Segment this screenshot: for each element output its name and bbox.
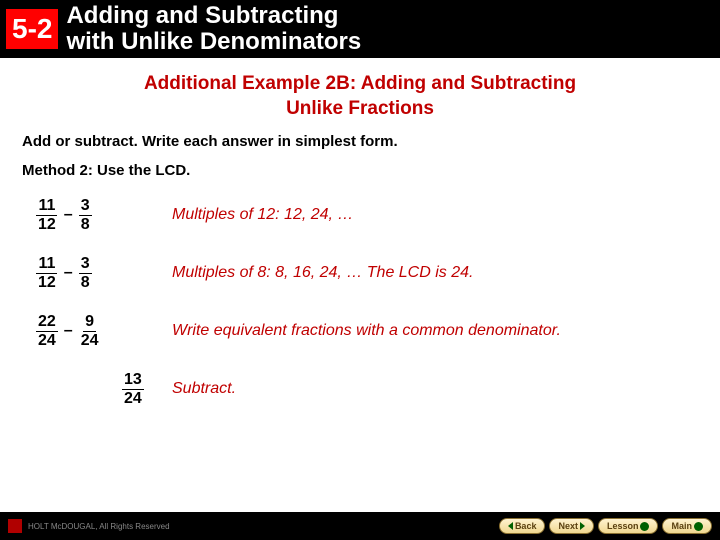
denominator: 8 bbox=[79, 216, 92, 234]
title-line-2: with Unlike Denominators bbox=[66, 28, 361, 55]
explanation-column: Multiples of 12: 12, 24, … Multiples of … bbox=[172, 193, 698, 425]
instruction-text: Add or subtract. Write each answer in si… bbox=[22, 133, 698, 150]
nav-buttons: Back Next Lesson Main bbox=[499, 518, 712, 534]
lesson-header: 5-2 Adding and Subtracting with Unlike D… bbox=[0, 0, 720, 58]
denominator: 12 bbox=[36, 216, 58, 234]
explanation-text: Multiples of 8: 8, 16, 24, … The LCD is … bbox=[172, 264, 473, 282]
denominator: 8 bbox=[79, 274, 92, 292]
next-button[interactable]: Next bbox=[549, 518, 594, 534]
numerator: 11 bbox=[36, 197, 57, 216]
slide-content: Additional Example 2B: Adding and Subtra… bbox=[0, 58, 720, 425]
explanation-2: Multiples of 8: 8, 16, 24, … The LCD is … bbox=[172, 251, 698, 295]
operator: – bbox=[58, 206, 79, 224]
math-column: 11 12 – 3 8 11 12 – 3 8 bbox=[22, 193, 172, 425]
example-title-line-2: Unlike Fractions bbox=[286, 98, 434, 119]
explanation-4: Subtract. bbox=[172, 367, 698, 411]
method-label: Method 2: Use the LCD. bbox=[22, 162, 698, 179]
example-title: Additional Example 2B: Adding and Subtra… bbox=[22, 72, 698, 121]
numerator: 13 bbox=[122, 371, 144, 390]
lesson-label: Lesson bbox=[607, 521, 639, 531]
back-button[interactable]: Back bbox=[499, 518, 546, 534]
triangle-left-icon bbox=[508, 522, 513, 530]
fraction: 22 24 bbox=[36, 313, 58, 349]
operator: – bbox=[58, 322, 79, 340]
explanation-3: Write equivalent fractions with a common… bbox=[172, 309, 698, 353]
explanation-text: Subtract. bbox=[172, 380, 236, 398]
fraction: 9 24 bbox=[79, 313, 101, 349]
next-label: Next bbox=[558, 521, 578, 531]
work-area: 11 12 – 3 8 11 12 – 3 8 bbox=[22, 193, 698, 425]
explanation-text: Multiples of 12: 12, 24, … bbox=[172, 206, 353, 224]
fraction-step-2: 11 12 – 3 8 bbox=[36, 251, 172, 295]
fraction-step-1: 11 12 – 3 8 bbox=[36, 193, 172, 237]
numerator: 3 bbox=[79, 197, 92, 216]
operator: – bbox=[58, 264, 79, 282]
numerator: 3 bbox=[79, 255, 92, 274]
numerator: 9 bbox=[83, 313, 96, 332]
lesson-title: Adding and Subtracting with Unlike Denom… bbox=[66, 3, 361, 56]
fraction: 3 8 bbox=[79, 255, 92, 291]
slide-footer: HOLT McDOUGAL, All Rights Reserved Back … bbox=[0, 512, 720, 540]
copyright-text: HOLT McDOUGAL, All Rights Reserved bbox=[28, 522, 170, 531]
circle-icon bbox=[640, 522, 649, 531]
lesson-number-badge: 5-2 bbox=[6, 9, 58, 49]
title-line-1: Adding and Subtracting bbox=[66, 2, 338, 29]
numerator: 11 bbox=[36, 255, 57, 274]
denominator: 24 bbox=[122, 390, 144, 408]
main-button[interactable]: Main bbox=[662, 518, 712, 534]
explanation-1: Multiples of 12: 12, 24, … bbox=[172, 193, 698, 237]
fraction: 13 24 bbox=[122, 371, 144, 407]
triangle-right-icon bbox=[580, 522, 585, 530]
fraction: 11 12 bbox=[36, 197, 58, 233]
publisher-logo-icon bbox=[8, 519, 22, 533]
fraction-step-3: 22 24 – 9 24 bbox=[36, 309, 172, 353]
denominator: 24 bbox=[79, 332, 101, 350]
lesson-button[interactable]: Lesson bbox=[598, 518, 659, 534]
example-title-line-1: Additional Example 2B: Adding and Subtra… bbox=[144, 73, 576, 94]
circle-icon bbox=[694, 522, 703, 531]
back-label: Back bbox=[515, 521, 537, 531]
numerator: 22 bbox=[36, 313, 58, 332]
fraction: 3 8 bbox=[79, 197, 92, 233]
denominator: 24 bbox=[36, 332, 58, 350]
fraction: 11 12 bbox=[36, 255, 58, 291]
explanation-text: Write equivalent fractions with a common… bbox=[172, 322, 561, 340]
copyright-block: HOLT McDOUGAL, All Rights Reserved bbox=[8, 519, 170, 533]
main-label: Main bbox=[671, 521, 692, 531]
denominator: 12 bbox=[36, 274, 58, 292]
fraction-result: 13 24 bbox=[36, 367, 172, 411]
